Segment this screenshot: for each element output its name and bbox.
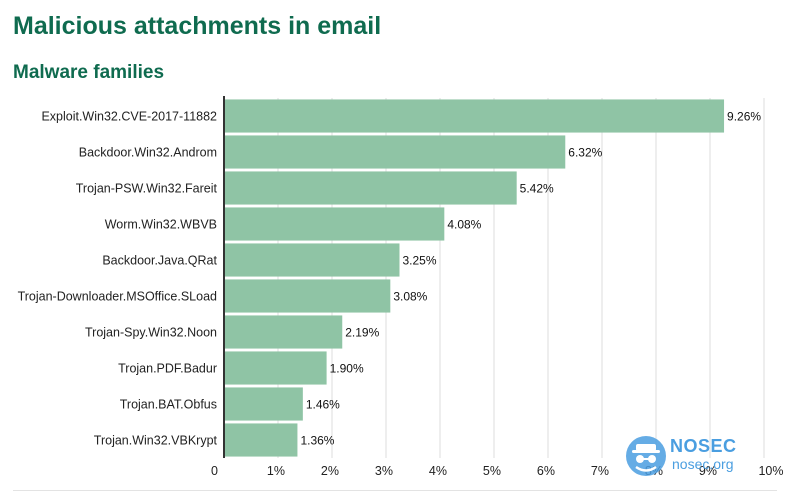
bar bbox=[224, 99, 725, 133]
bar bbox=[224, 423, 298, 457]
watermark-brand: NOSEC bbox=[670, 436, 737, 456]
bottom-divider bbox=[13, 490, 777, 491]
data-label: 3.25% bbox=[403, 254, 437, 268]
data-label: 1.90% bbox=[330, 362, 364, 376]
bar bbox=[224, 243, 400, 277]
x-tick-label: 1% bbox=[267, 464, 285, 478]
data-label: 1.46% bbox=[306, 398, 340, 412]
bar bbox=[224, 171, 517, 205]
data-label: 1.36% bbox=[300, 434, 334, 448]
chart-subtitle: Malware families bbox=[13, 62, 165, 83]
bar bbox=[224, 135, 566, 169]
category-label: Trojan.BAT.Obfus bbox=[120, 398, 217, 412]
category-label: Trojan-Spy.Win32.Noon bbox=[85, 326, 217, 340]
data-label: 2.19% bbox=[345, 326, 379, 340]
bar bbox=[224, 315, 343, 349]
x-tick-label: 4% bbox=[429, 464, 447, 478]
watermark-url: nosec.org bbox=[672, 456, 734, 472]
category-label: Trojan.PDF.Badur bbox=[118, 362, 217, 376]
bar bbox=[224, 207, 445, 241]
category-label: Exploit.Win32.CVE-2017-11882 bbox=[41, 110, 217, 124]
category-label: Backdoor.Java.QRat bbox=[102, 254, 217, 268]
nosec-watermark: NOSEC nosec.org bbox=[624, 434, 744, 478]
category-label: Worm.Win32.WBVB bbox=[105, 218, 217, 232]
data-label: 5.42% bbox=[520, 182, 554, 196]
x-tick-label: 6% bbox=[537, 464, 555, 478]
nosec-logo-icon bbox=[626, 436, 666, 476]
category-label: Trojan.Win32.VBKrypt bbox=[94, 434, 218, 448]
x-tick-label: 5% bbox=[483, 464, 501, 478]
bar bbox=[224, 351, 327, 385]
data-label: 9.26% bbox=[727, 110, 761, 124]
x-tick-label: 9% bbox=[699, 464, 717, 478]
category-label: Trojan-PSW.Win32.Fareit bbox=[76, 182, 218, 196]
x-tick-label: 3% bbox=[375, 464, 393, 478]
bar bbox=[224, 387, 303, 421]
x-tick-label: 10% bbox=[758, 464, 783, 478]
data-label: 4.08% bbox=[447, 218, 481, 232]
bar bbox=[224, 279, 391, 313]
x-tick-label: 2% bbox=[321, 464, 339, 478]
data-label: 3.08% bbox=[393, 290, 427, 304]
chart-title: Malicious attachments in email bbox=[13, 12, 382, 40]
category-label: Backdoor.Win32.Androm bbox=[79, 146, 217, 160]
data-label: 6.32% bbox=[568, 146, 602, 160]
x-tick-label: 0 bbox=[211, 464, 218, 478]
x-tick-label: 7% bbox=[591, 464, 609, 478]
category-label: Trojan-Downloader.MSOffice.SLoad bbox=[18, 290, 217, 304]
